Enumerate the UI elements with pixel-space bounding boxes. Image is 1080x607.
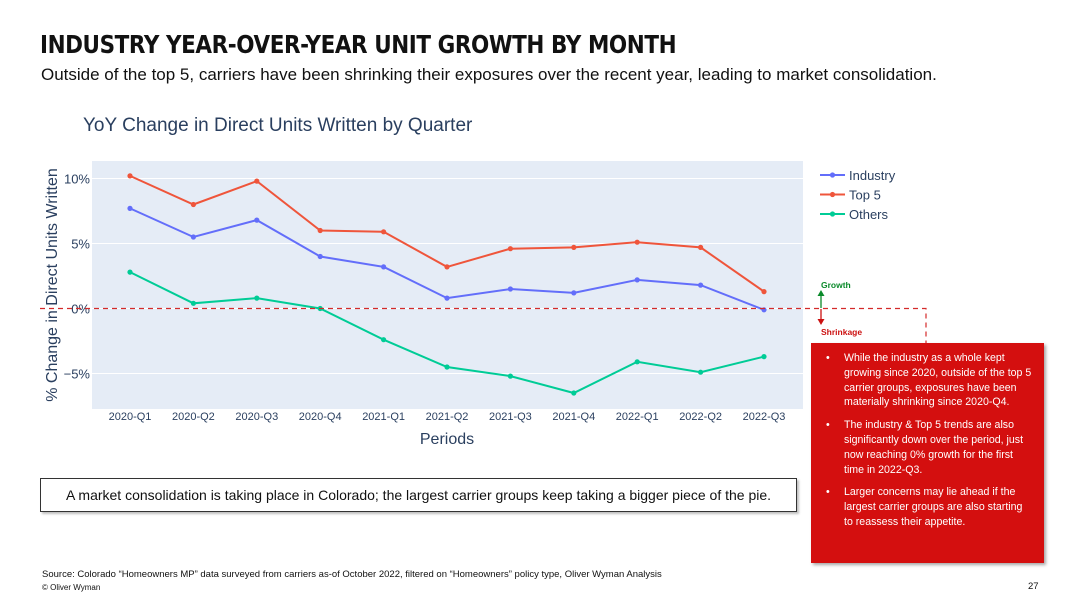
insights-list: While the industry as a whole kept growi… (821, 351, 1034, 530)
shrinkage-arrowhead (817, 319, 825, 325)
data-point (698, 369, 704, 375)
growth-arrowhead (817, 290, 825, 296)
data-point (634, 239, 640, 245)
data-point (761, 289, 767, 295)
x-tick-label: 2021-Q2 (426, 411, 469, 423)
data-point (317, 227, 323, 234)
data-point (254, 295, 260, 301)
data-point (761, 354, 767, 360)
x-tick-label: 2020-Q3 (235, 411, 278, 423)
data-point (571, 244, 577, 250)
source-note: Source: Colorado “Homeowners MP” data su… (42, 569, 662, 580)
data-point (507, 246, 513, 252)
insights-panel: While the industry as a whole kept growi… (811, 343, 1044, 563)
x-tick-label: 2022-Q1 (616, 411, 659, 423)
zero-dashed-line (40, 307, 927, 343)
legend-label: Industry (849, 168, 896, 183)
data-point (254, 217, 260, 223)
data-point (444, 264, 450, 270)
data-point (317, 253, 323, 260)
data-point (190, 234, 196, 240)
x-tick-label: 2021-Q3 (489, 411, 532, 423)
x-tick-labels: 2020-Q1 2020-Q2 2020-Q3 2020-Q4 2021-Q1 2021-… (109, 411, 786, 423)
legend-label: Top 5 (849, 188, 881, 203)
series-group (127, 173, 767, 396)
data-point (698, 282, 704, 288)
data-point (444, 295, 450, 301)
x-tick-label: 2021-Q4 (552, 411, 595, 423)
legend-label: Others (849, 207, 889, 222)
data-point (381, 229, 387, 235)
chart-title: YoY Change in Direct Units Written by Qu… (83, 115, 473, 136)
data-point (571, 390, 577, 396)
insight-bullet: Larger concerns may lie ahead if the lar… (821, 485, 1034, 529)
data-point (507, 373, 513, 379)
shrinkage-label: Shrinkage (821, 327, 862, 337)
data-point (444, 364, 450, 370)
x-tick-label: 2020-Q2 (172, 411, 215, 423)
page-title: INDUSTRY YEAR-OVER-YEAR UNIT GROWTH BY M… (40, 30, 677, 59)
data-point (190, 300, 196, 306)
data-point (634, 277, 640, 283)
x-tick-label: 2022-Q2 (679, 411, 722, 423)
data-point (127, 269, 133, 275)
y-tick-label: 10% (64, 172, 90, 187)
data-point (698, 244, 704, 250)
y-axis-label: % Change in Direct Units Written (44, 168, 61, 402)
legend-marker (829, 211, 836, 217)
data-point (634, 359, 640, 365)
data-point (507, 286, 513, 292)
data-point (571, 290, 577, 296)
data-point (381, 264, 387, 270)
x-tick-label: 2021-Q1 (362, 411, 405, 423)
y-tick-label: −5% (64, 367, 91, 382)
data-point (127, 173, 133, 179)
x-tick-label: 2020-Q1 (109, 411, 152, 423)
x-tick-label: 2020-Q4 (299, 411, 342, 423)
insight-bullet: While the industry as a whole kept growi… (821, 351, 1034, 410)
y-tick-labels: 10%5%0%−5% (64, 172, 91, 382)
zero-reference-line (40, 307, 927, 343)
x-tick-label: 2022-Q3 (743, 411, 786, 423)
data-point (381, 337, 387, 343)
data-point (127, 205, 133, 211)
growth-shrinkage-annotation: Growth Shrinkage (817, 280, 862, 337)
x-axis-label: Periods (420, 431, 474, 448)
growth-label: Growth (821, 280, 851, 290)
copyright: © Oliver Wyman (42, 583, 101, 592)
legend-marker (829, 191, 836, 198)
legend-marker (829, 172, 836, 178)
legend: Industry Top 5 Others (820, 168, 896, 222)
page-number: 27 (1028, 581, 1039, 592)
consolidation-callout: A market consolidation is taking place i… (40, 478, 797, 512)
y-tick-label: 5% (71, 237, 90, 252)
insight-bullet: The industry & Top 5 trends are also sig… (821, 418, 1034, 477)
data-point (190, 201, 196, 208)
page-subtitle: Outside of the top 5, carriers have been… (41, 65, 937, 84)
data-point (254, 178, 260, 184)
